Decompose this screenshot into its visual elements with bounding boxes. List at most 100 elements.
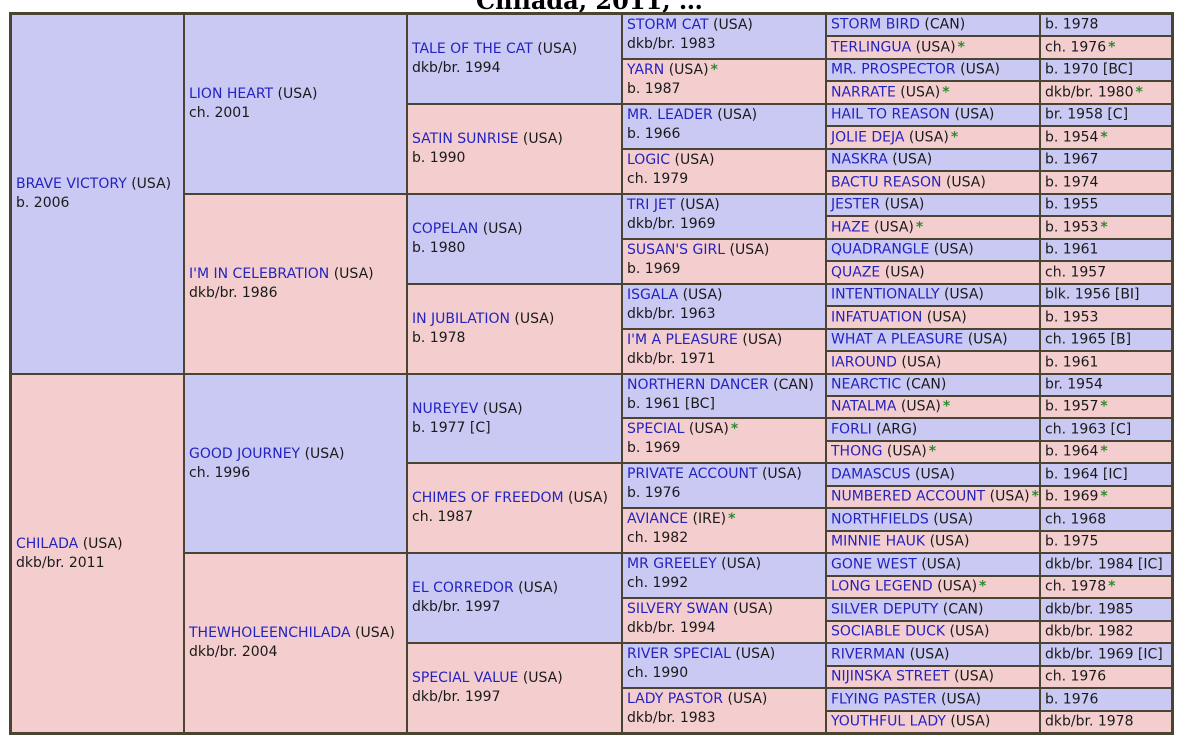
horse-name-link[interactable]: RIVERMAN (831, 646, 906, 662)
horse-name-link[interactable]: STORM CAT (627, 17, 709, 33)
horse-name-link[interactable]: LONG LEGEND (831, 578, 933, 595)
horse-name-link[interactable]: IN JUBILATION (412, 311, 510, 327)
gen5-info-cell: dkb/br. 1980 * (1040, 81, 1172, 104)
horse-name-link[interactable]: IAROUND (831, 354, 897, 370)
horse-name-link[interactable]: NORTHFIELDS (831, 511, 929, 527)
horse-name-link[interactable]: YARN (627, 62, 665, 78)
horse-name-link[interactable]: SUSAN'S GIRL (627, 242, 726, 258)
horse-name-link[interactable]: NASKRA (831, 151, 888, 168)
horse-name-link[interactable]: COPELAN (412, 221, 479, 237)
horse-name-link[interactable]: AVIANCE (627, 511, 689, 527)
horse-name-link[interactable]: MINNIE HAUK (831, 533, 926, 550)
horse-name-link[interactable]: INTENTIONALLY (831, 286, 940, 303)
gen2-horse-cell: THEWHOLEENCHILADA (USA) dkb/br. 2004 (184, 553, 407, 733)
gen5-horse-cell: RIVERMAN (USA) (826, 643, 1040, 666)
horse-name-link[interactable]: NEARCTIC (831, 376, 902, 393)
horse-name-link[interactable]: LOGIC (627, 152, 671, 168)
horse-country: (USA) (950, 106, 995, 123)
horse-name-link[interactable]: MR. PROSPECTOR (831, 61, 956, 78)
horse-name-link[interactable]: NUMBERED ACCOUNT (831, 488, 986, 505)
horse-name-link[interactable]: NIJINSKA STREET (831, 668, 950, 685)
imported-star-icon: * (1100, 398, 1108, 415)
horse-info-text: br. 1954 (1045, 376, 1103, 393)
horse-info: dkb/br. 1983 (627, 36, 716, 52)
horse-name-link[interactable]: SILVER DEPUTY (831, 601, 939, 617)
horse-entry: NORTHFIELDS (USA) (831, 511, 1037, 528)
gen3-horse-cell: SATIN SUNRISE (USA) b. 1990 (407, 104, 622, 194)
horse-entry: SILVER DEPUTY (CAN) (831, 601, 1037, 618)
horse-name-link[interactable]: THEWHOLEENCHILADA (189, 625, 351, 641)
horse-name-link[interactable]: JESTER (831, 196, 880, 213)
horse-name-link[interactable]: TERLINGUA (831, 39, 912, 55)
gen5-info-cell: b. 1961 (1040, 351, 1172, 374)
horse-country: (IRE) (688, 511, 727, 527)
horse-name-link[interactable]: QUAZE (831, 264, 881, 280)
horse-info: b. 1969 (627, 261, 681, 277)
horse-name-link[interactable]: MR. LEADER (627, 107, 713, 123)
horse-info-text: b. 1974 (1045, 174, 1099, 190)
horse-name-link[interactable]: THONG (831, 443, 883, 460)
horse-info: ch. 1968 (1045, 511, 1169, 528)
horse-name-link[interactable]: NUREYEV (412, 400, 479, 417)
horse-country: (USA) (880, 196, 925, 213)
horse-name-link[interactable]: STORM BIRD (831, 16, 920, 33)
gen5-info-cell: b. 1954 * (1040, 126, 1172, 149)
horse-name-link[interactable]: CHIMES OF FREEDOM (412, 490, 564, 506)
horse-name-link[interactable]: CHILADA (16, 535, 79, 552)
horse-name-link[interactable]: YOUTHFUL LADY (831, 713, 946, 730)
horse-name-link[interactable]: TRI JET (627, 197, 676, 213)
horse-name-link[interactable]: BRAVE VICTORY (16, 176, 127, 192)
horse-name-link[interactable]: HAZE (831, 219, 870, 235)
horse-info: dkb/br. 1985 (1045, 601, 1169, 618)
horse-name-link[interactable]: JOLIE DEJA (831, 129, 905, 145)
gen5-horse-cell: JESTER (USA) (826, 194, 1040, 216)
horse-name-link[interactable]: I'M IN CELEBRATION (189, 266, 330, 282)
horse-name-link[interactable]: SPECIAL (627, 421, 685, 437)
horse-name-link[interactable]: ISGALA (627, 287, 679, 303)
horse-name-link[interactable]: QUADRANGLE (831, 241, 930, 258)
horse-name-link[interactable]: I'M A PLEASURE (627, 332, 738, 348)
horse-name-link[interactable]: EL CORREDOR (412, 580, 514, 596)
horse-country: (USA) (945, 713, 991, 730)
horse-name-link[interactable]: FLYING PASTER (831, 691, 937, 707)
horse-country: (USA) (949, 668, 994, 685)
horse-name-link[interactable]: NORTHERN DANCER (627, 377, 769, 393)
horse-name-link[interactable]: SPECIAL VALUE (412, 670, 519, 686)
horse-name-link[interactable]: RIVER SPECIAL (627, 646, 731, 662)
horse-name-link[interactable]: TALE OF THE CAT (412, 41, 533, 57)
horse-name-link[interactable]: NARRATE (831, 84, 896, 100)
horse-name-link[interactable]: INFATUATION (831, 309, 923, 325)
horse-name-link[interactable]: SATIN SUNRISE (412, 131, 519, 147)
imported-star-icon: * (1031, 488, 1039, 505)
horse-name-link[interactable]: BACTU REASON (831, 174, 942, 190)
horse-info-text: b. 1953 (1045, 219, 1099, 235)
horse-name-link[interactable]: FORLI (831, 421, 872, 437)
horse-name-link[interactable]: GOOD JOURNEY (189, 445, 301, 462)
horse-info: ch. 1982 (627, 530, 689, 546)
gen4-horse-cell: NORTHERN DANCER (CAN) b. 1961 [BC] (622, 374, 826, 418)
imported-star-icon: * (928, 443, 937, 460)
horse-name-link[interactable]: HAIL TO REASON (831, 106, 951, 123)
gen5-info-cell: br. 1958 [C] (1040, 104, 1172, 126)
horse-name-link[interactable]: LION HEART (189, 86, 274, 102)
gen5-horse-cell: DAMASCUS (USA) (826, 463, 1040, 486)
horse-info: b. 1976 (1045, 691, 1169, 708)
gen5-info-cell: dkb/br. 1978 (1040, 711, 1172, 733)
horse-info: dkb/br. 1978 (1045, 714, 1169, 731)
horse-name-link[interactable]: PRIVATE ACCOUNT (627, 466, 758, 482)
horse-info: b. 2006 (16, 195, 70, 211)
horse-name-link[interactable]: SILVERY SWAN (627, 601, 729, 617)
horse-info: ch. 1963 [C] (1045, 421, 1169, 438)
horse-name-link[interactable]: DAMASCUS (831, 466, 911, 482)
horse-name-link[interactable]: NATALMA (831, 398, 897, 415)
horse-name-link[interactable]: GONE WEST (831, 556, 917, 572)
horse-name-link[interactable]: MR GREELEY (627, 556, 717, 572)
horse-name-link[interactable]: LADY PASTOR (627, 691, 724, 707)
gen5-info-cell: b. 1970 [BC] (1040, 59, 1172, 81)
horse-name-link[interactable]: SOCIABLE DUCK (831, 623, 946, 640)
horse-country: (USA) (882, 443, 927, 460)
horse-entry: I'M A PLEASURE (USA) dkb/br. 1971 (627, 331, 823, 369)
gen5-horse-cell: LONG LEGEND (USA) * (826, 576, 1040, 598)
gen5-horse-cell: WHAT A PLEASURE (USA) (826, 329, 1040, 351)
horse-name-link[interactable]: WHAT A PLEASURE (831, 331, 964, 348)
